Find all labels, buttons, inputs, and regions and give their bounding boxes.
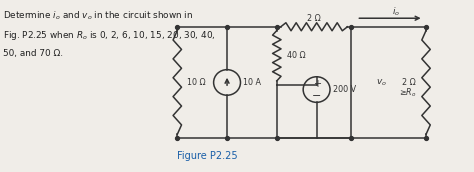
- Text: +: +: [312, 79, 320, 89]
- Text: 40 Ω: 40 Ω: [287, 51, 305, 60]
- Text: Determine $i_o$ and $v_o$ in the circuit shown in: Determine $i_o$ and $v_o$ in the circuit…: [3, 9, 193, 22]
- Text: 200 V: 200 V: [333, 85, 356, 94]
- Text: ≥$R_o$: ≥$R_o$: [399, 87, 416, 99]
- Text: 2 Ω: 2 Ω: [402, 78, 416, 87]
- Text: 10 Ω: 10 Ω: [187, 78, 206, 87]
- Text: −: −: [312, 91, 321, 101]
- Text: Fig. P2.25 when $R_o$ is 0, 2, 6, 10, 15, 20, 30, 40,: Fig. P2.25 when $R_o$ is 0, 2, 6, 10, 15…: [3, 29, 216, 42]
- Text: $i_o$: $i_o$: [392, 6, 400, 18]
- Text: 10 A: 10 A: [243, 78, 261, 87]
- Text: 50, and 70 Ω.: 50, and 70 Ω.: [3, 49, 63, 58]
- Text: $v_o$: $v_o$: [376, 77, 387, 88]
- Text: 2 Ω: 2 Ω: [307, 14, 321, 23]
- Text: Figure P2.25: Figure P2.25: [177, 151, 238, 161]
